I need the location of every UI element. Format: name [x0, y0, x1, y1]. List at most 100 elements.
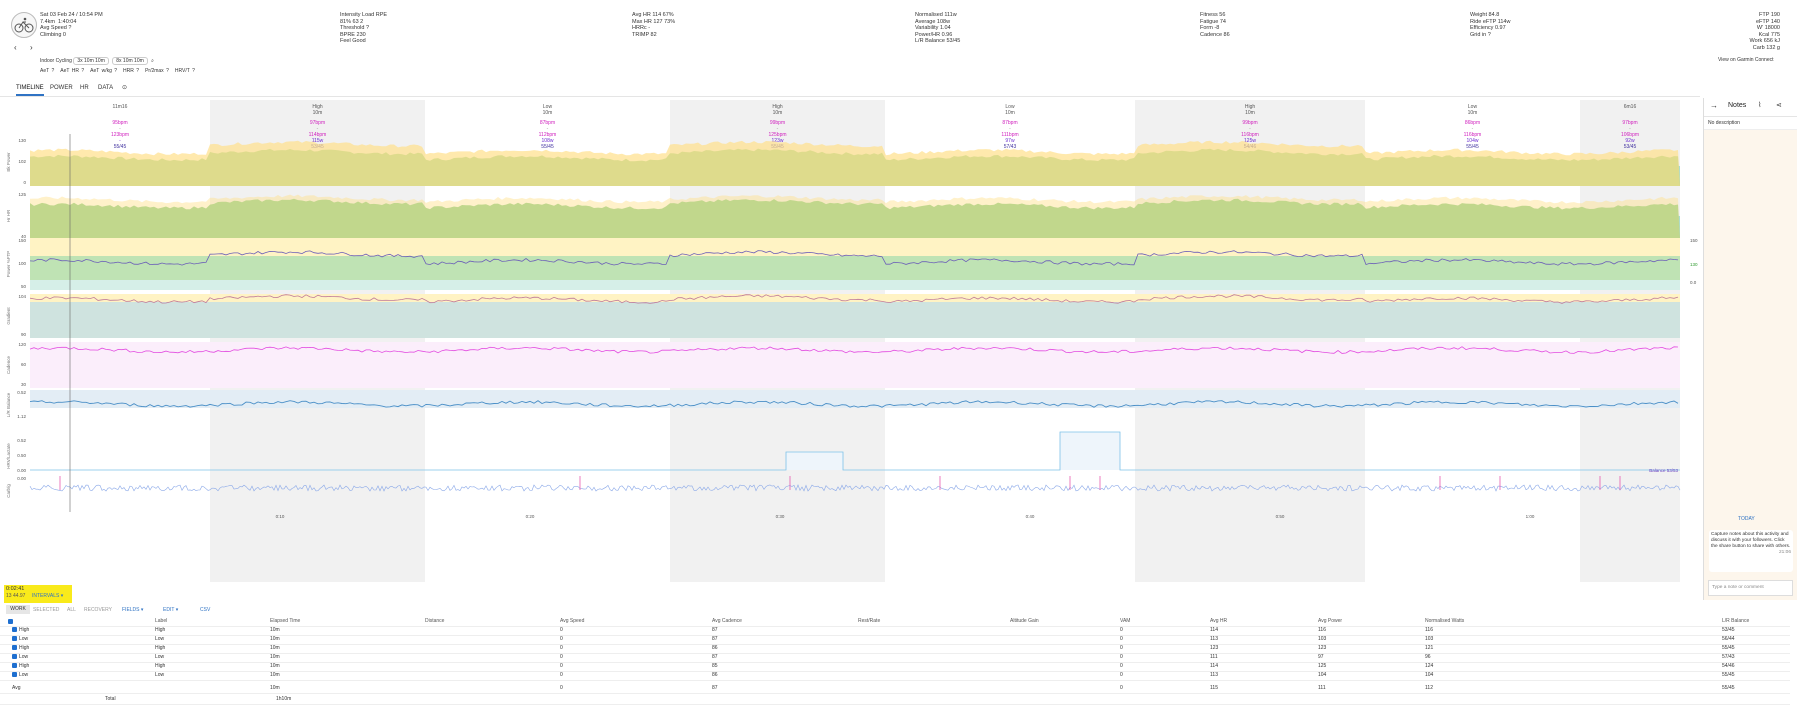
column-header[interactable]: Normalised Watts [1425, 618, 1465, 624]
table-avg-row[interactable]: Avg 10m 0 87 0 115 111 112 55/45 [0, 684, 1790, 694]
metric-item[interactable]: AeT w/kg ? [90, 68, 118, 74]
table-row[interactable]: Low Low 10m 0 87 0 113 103 103 56/44 [0, 635, 1790, 645]
y-tick: 30 [21, 382, 27, 387]
column-header[interactable]: Label [155, 618, 168, 624]
table-cell: 103 [1318, 635, 1326, 644]
description-field[interactable]: No description [1704, 117, 1797, 130]
cell-text: 96 [1425, 654, 1431, 660]
col6-line: Work 656 kJ [1749, 38, 1780, 45]
ftp-line [29, 250, 1679, 266]
x-tick: 0:20 [526, 514, 535, 519]
cell-text: 86 [712, 645, 718, 651]
table-cell: 121 [1425, 644, 1433, 653]
row-checkbox[interactable] [12, 645, 17, 651]
zone-fill [30, 342, 1680, 388]
tab-power[interactable]: POWER [50, 85, 73, 91]
x-tick: 1:00 [1526, 514, 1535, 519]
search-icon[interactable]: ⌕ [151, 58, 154, 64]
intervals-button[interactable]: INTERVALS ▾ [32, 593, 64, 599]
cell-text: 10m [270, 685, 280, 691]
cell-text: 112 [1425, 685, 1433, 691]
column-header[interactable]: Altitude Gain [1010, 618, 1039, 624]
tab-timeline[interactable]: TIMELINE [16, 82, 44, 96]
metric-item[interactable]: HRV/T ? [174, 68, 195, 74]
y-tick: 0.52 [17, 390, 26, 395]
column-header[interactable]: Avg Cadence [712, 618, 742, 624]
chart-label: Carb/g [6, 484, 11, 498]
interval-stat: - [547, 126, 549, 132]
row-checkbox[interactable] [12, 636, 17, 642]
interval-stat: - [119, 138, 121, 144]
row-checkbox[interactable] [12, 672, 17, 678]
interval-stat: 97bpm [310, 120, 325, 126]
interval-stat: 53/45 [1624, 144, 1637, 150]
table-row[interactable]: High High 10m 0 85 0 114 125 124 54/46 [0, 662, 1790, 672]
interval-label: Low [1005, 104, 1015, 110]
interval-label: High [312, 104, 323, 110]
filter-selected[interactable]: SELECTED [33, 607, 60, 613]
column-header[interactable]: VAM [1120, 618, 1131, 624]
share-icon[interactable]: ⋖ [1776, 102, 1782, 109]
interval-stat: 55/45 [541, 144, 554, 150]
y-tick: 125 [18, 192, 26, 197]
cell-text: 87 [712, 654, 718, 660]
total-label: Total [105, 696, 116, 702]
column-header[interactable]: Avg Power [1318, 618, 1343, 624]
interval-stat: 116bpm [1241, 132, 1259, 138]
chip-1[interactable]: 3x 10m 10m [73, 57, 109, 65]
paperclip-icon[interactable]: ⌇ [1758, 102, 1762, 109]
cell-text: 10m [270, 645, 280, 651]
metric-item[interactable]: AeT ? [40, 68, 55, 74]
column-header[interactable]: Elapsed Time [270, 618, 301, 624]
select-all-checkbox[interactable] [8, 619, 13, 624]
row-checkbox[interactable] [12, 663, 17, 669]
column-header[interactable]: Distance [425, 618, 445, 624]
garmin-link[interactable]: View on Garmin Connect [1718, 57, 1774, 63]
metric-item[interactable]: AeT HR ? [60, 68, 85, 74]
column-header[interactable]: Rest/Rate [858, 618, 881, 624]
table-row[interactable]: Low Low 10m 0 86 0 113 104 104 55/45 [0, 671, 1790, 681]
zone-teal [30, 280, 1680, 290]
timeline-charts[interactable]: 11m1695bpm-123bpm-55/45High10m97bpm-114b… [0, 100, 1700, 590]
csv-button[interactable]: CSV [200, 607, 211, 613]
row-checkbox[interactable] [12, 627, 17, 633]
next-arrow-icon[interactable]: › [30, 43, 33, 52]
table-row[interactable]: High High 10m 0 86 0 123 123 121 55/45 [0, 644, 1790, 654]
tab-hr[interactable]: HR [80, 85, 89, 91]
table-cell: 111 [1210, 653, 1218, 662]
filter-work[interactable]: WORK [6, 605, 30, 614]
table-cell: Low [155, 653, 164, 662]
filter-all[interactable]: ALL [67, 607, 76, 613]
chip-2[interactable]: 8x 10m 10m [112, 57, 148, 65]
column-header[interactable]: L/R Balance [1722, 618, 1750, 624]
interval-stat: - [1472, 126, 1474, 132]
cell-text: 114 [1210, 627, 1218, 633]
cell-text: 111 [1210, 654, 1218, 660]
prev-arrow-icon[interactable]: ‹ [14, 43, 17, 52]
table-cell: 111 [1318, 684, 1326, 693]
row-checkbox[interactable] [12, 654, 17, 660]
table-cell: 86 [712, 671, 718, 680]
cell-text: 104 [1425, 672, 1434, 678]
filter-recovery[interactable]: RECOVERY [84, 607, 112, 613]
column-header[interactable]: Avg Speed [560, 618, 585, 624]
table-row[interactable]: Low Low 10m 0 87 0 111 97 96 57/43 [0, 653, 1790, 663]
zone-green [30, 256, 1680, 280]
metric-item[interactable]: Pr/2max ? [145, 68, 169, 74]
interval-stat: 125bpm [768, 132, 786, 138]
x-tick: 0:10 [276, 514, 285, 519]
table-cell: 0 [1120, 662, 1123, 671]
tab-data[interactable]: DATA [98, 85, 114, 91]
y-tick: 40 [21, 234, 27, 239]
column-header[interactable]: Avg HR [1210, 618, 1228, 624]
table-row[interactable]: High High 10m 0 87 0 114 116 116 53/45 [0, 626, 1790, 636]
metric-item[interactable]: HRR ? [123, 68, 140, 74]
table-cell: Low [12, 653, 28, 662]
comment-input[interactable]: Type a note or comment [1708, 580, 1793, 596]
y-tick: 130 [18, 138, 26, 143]
arrow-right-icon[interactable]: → [1710, 101, 1718, 110]
y-tick: 0.50 [17, 453, 26, 458]
settings-icon[interactable]: ⊙ [122, 85, 128, 91]
activity-type[interactable]: Indoor Cycling [40, 58, 72, 64]
col4-line: Fitness 56 [1200, 12, 1226, 18]
